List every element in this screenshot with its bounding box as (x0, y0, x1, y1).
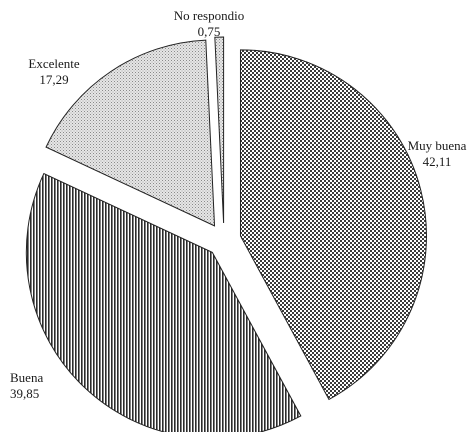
slice-label-muy-buena: Muy buena (408, 138, 467, 153)
pie-slice-excelente (45, 39, 216, 227)
pie-slice-muy-buena (239, 49, 427, 401)
pie-slice-no-respondio (214, 36, 225, 224)
slice-value-excelente: 17,29 (39, 72, 68, 87)
slice-value-no-respondio: 0,75 (198, 24, 221, 39)
slice-value-buena: 39,85 (10, 386, 39, 401)
slice-label-no-respondio: No respondio (174, 8, 244, 23)
slice-label-excelente: Excelente (28, 56, 79, 71)
slice-value-muy-buena: 42,11 (423, 154, 452, 169)
pie-slice-buena (25, 172, 302, 432)
slice-label-buena: Buena (10, 370, 43, 385)
